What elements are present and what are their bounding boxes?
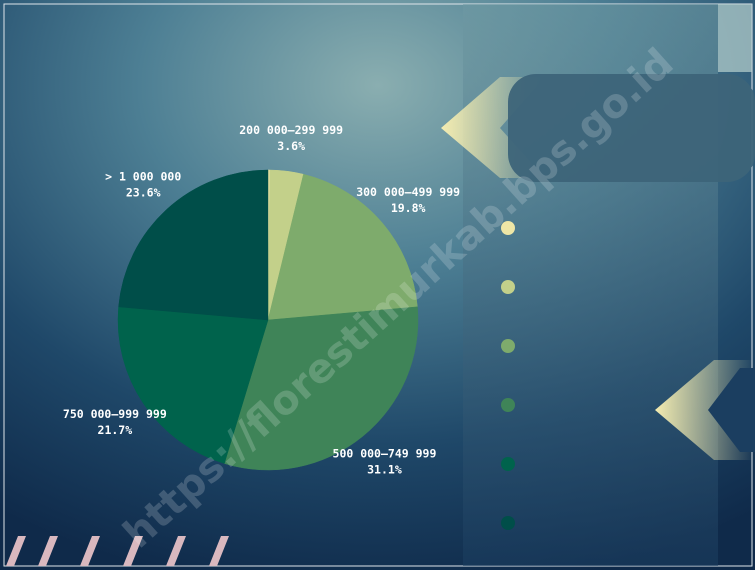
slice-category-label: 500 000–749 999 [333,447,437,461]
legend-marker [501,516,515,530]
slice-value-label: 23.6% [126,186,161,200]
pie-slice [267,173,418,321]
corner-block [718,4,752,72]
pie-slice [117,306,269,464]
frame [3,3,753,567]
slice-value-label: 21.7% [98,423,133,437]
legend-marker [501,339,515,353]
slice-category-label: 750 000–999 999 [63,407,167,421]
legend-marker [501,457,515,471]
stripes [6,536,229,566]
slice-category-label: 300 000–499 999 [356,185,460,199]
legend-marker [501,280,515,294]
slice-category-label: > 1 000 000 [105,170,181,184]
pie-slice [224,306,419,471]
slice-value-label: 19.8% [391,201,426,215]
legend-marker [501,398,515,412]
slice-value-label: 31.1% [367,463,402,477]
legend-marker [501,221,515,235]
banner [508,74,755,182]
pie-slice [118,169,269,321]
slice-category-label: 200 000–299 999 [239,123,343,137]
slice-value-label: 3.6% [277,139,305,153]
chevron-cut [708,368,755,452]
